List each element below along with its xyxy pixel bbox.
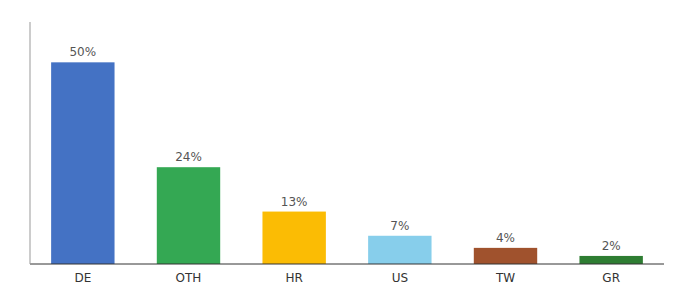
data-label: 24% <box>175 150 202 164</box>
data-label: 13% <box>281 195 308 209</box>
data-label: 4% <box>496 231 515 245</box>
x-tick-label: GR <box>602 271 620 285</box>
data-label: 50% <box>69 45 96 59</box>
x-tick-label: US <box>392 271 408 285</box>
x-axis-line <box>30 264 664 265</box>
bar <box>51 62 114 264</box>
chart-svg: DE OTH HR US TW GR 50% 24% 13% 7% 4% 2% <box>0 0 680 300</box>
x-tick-label: HR <box>285 271 302 285</box>
bars <box>51 62 643 264</box>
bar <box>579 256 642 264</box>
chart-container: DE OTH HR US TW GR 50% 24% 13% 7% 4% 2% <box>0 0 680 300</box>
bar <box>368 236 431 264</box>
data-label: 7% <box>390 219 409 233</box>
x-tick-label: DE <box>74 271 91 285</box>
x-tick-label: TW <box>495 271 515 285</box>
bar <box>474 248 537 264</box>
y-axis-line <box>30 22 31 264</box>
x-tick-label: OTH <box>176 271 202 285</box>
bar <box>157 167 220 264</box>
data-label: 2% <box>602 239 621 253</box>
bar <box>262 212 325 264</box>
